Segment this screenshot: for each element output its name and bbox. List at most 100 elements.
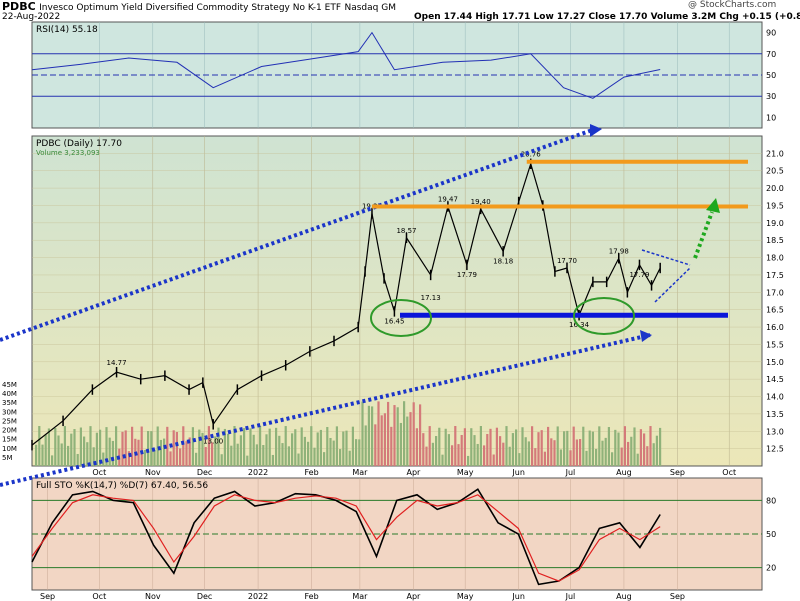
volume-bar [611,452,614,466]
volume-bar [291,433,294,466]
volume-bar [623,426,626,466]
price-annotation: 17.98 [609,247,629,255]
volume-bar [630,436,633,466]
volume-bar [457,444,460,466]
volume-bar [470,428,473,466]
volume-bar [115,426,118,466]
price-y-tick-label: 21.0 [766,149,784,158]
volume-bar [220,454,223,466]
price-y-tick-label: 16.0 [766,323,784,332]
volume-bar [403,401,406,466]
fund-name: Invesco Optimum Yield Diversified Commod… [39,3,341,13]
volume-bar [492,454,495,466]
price-y-tick-label: 19.5 [766,201,784,210]
volume-bar [627,441,630,466]
price-annotation: 17.79 [629,271,649,279]
volume-bar [527,441,530,466]
volume-bar [198,429,201,466]
volume-bar [428,426,431,466]
volume-bar [268,428,271,466]
volume-bar [566,430,569,466]
price-y-tick-label: 15.0 [766,358,784,367]
price-y-tick-label: 13.5 [766,410,784,419]
volume-bar [534,448,537,466]
volume-bar [358,439,361,466]
price-annotation: 18.57 [396,227,416,235]
price-title: PDBC (Daily) 17.70 [36,139,122,149]
volume-bar [511,433,514,466]
volume-bar [435,436,438,466]
rsi-y-tick-label: 30 [766,92,776,101]
sto-x-tick-label: Dec [197,592,212,601]
volume-bar [406,416,409,466]
volume-bar [499,436,502,466]
upper-trend-line [0,126,599,342]
price-annotation: 14.77 [107,359,127,367]
volume-bar [502,442,505,466]
volume-bar [636,453,639,466]
volume-bar [76,453,79,466]
volume-bar [617,432,620,466]
volume-bar [60,443,63,466]
volume-bar [38,426,41,466]
volume-bar [127,451,130,466]
price-y-tick-label: 14.0 [766,393,784,402]
volume-bar [604,437,607,466]
volume-bar [339,449,342,466]
volume-bar [393,405,396,466]
volume-bar [326,426,329,466]
volume-bar [54,427,57,466]
volume-bar [159,439,162,466]
ohlc-readout: Open 17.44 High 17.71 Low 17.27 Close 17… [414,12,800,22]
volume-bar [585,450,588,466]
volume-bar [297,453,300,466]
volume-y-tick-label: 5M [2,454,13,462]
volume-bar [463,428,466,466]
volume-bar [601,440,604,466]
price-annotation: 20.76 [521,151,542,159]
price-annotation: 17.70 [557,257,577,265]
volume-bar [377,401,380,466]
volume-bar [607,427,610,466]
volume-bar [518,453,521,466]
volume-bar [230,445,233,466]
volume-bar [73,429,76,466]
volume-bar [508,446,511,466]
volume-bar [412,402,415,466]
volume-bar [454,426,457,466]
rsi-title: RSI(14) 55.18 [36,25,98,35]
volume-bar [351,426,354,466]
volume-bar [553,440,556,466]
sto-x-tick-label: Aug [616,592,632,601]
price-x-tick-label: Aug [616,468,632,477]
volume-bar [57,435,60,466]
price-annotation: 18.18 [493,257,513,265]
price-y-tick-label: 18.0 [766,254,784,263]
volume-bar [278,435,281,466]
volume-bar [438,427,441,466]
volume-bar [140,426,143,466]
rsi-y-tick-label: 90 [766,29,776,38]
price-y-tick-label: 20.0 [766,184,784,193]
volume-bar [486,433,489,466]
volume-bar [390,426,393,466]
volume-bar [252,434,255,466]
volume-bar [319,429,322,466]
volume-bar [310,426,313,466]
volume-bar [300,427,303,466]
volume-bar [121,431,124,466]
volume-bar [540,430,543,466]
volume-bar [371,406,374,466]
volume-bar [79,427,82,466]
price-annotation: 19.47 [438,196,458,204]
sto-y-tick-label: 50 [766,530,776,539]
volume-bar [303,436,306,466]
projection-line [693,211,714,259]
volume-y-tick-label: 25M [2,417,17,425]
volume-bar [172,430,175,466]
volume-label: Volume 3,233,093 [36,149,100,157]
volume-y-tick-label: 45M [2,381,17,389]
price-x-tick-label: Jun [511,468,525,477]
volume-bar [207,426,210,466]
volume-bar [483,445,486,466]
